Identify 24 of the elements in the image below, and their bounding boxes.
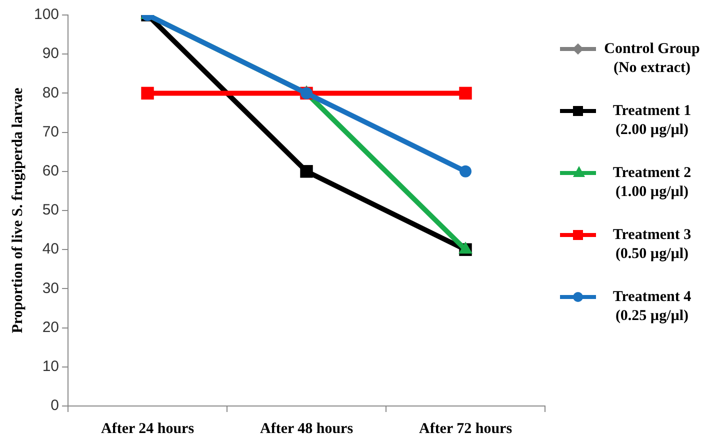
y-tick-label: 50 <box>42 202 60 219</box>
y-tick-label: 0 <box>50 397 60 414</box>
x-tick-label: After 72 hours <box>418 420 512 437</box>
y-tick-label: 90 <box>42 45 60 62</box>
y-tick-label: 30 <box>42 280 60 297</box>
y-tick-label: 40 <box>42 240 60 258</box>
point <box>459 86 472 100</box>
y-tick-label: 60 <box>42 162 60 180</box>
point <box>141 86 154 100</box>
y-tick-label: 10 <box>42 358 60 376</box>
x-tick-label: After 24 hours <box>101 420 194 437</box>
y-axis-title: Proportion of live S. frugiperda larvae <box>10 87 26 334</box>
legend-label: Treatment 1 (2.00 µg/µl) <box>612 102 692 140</box>
y-tick-label: 100 <box>34 6 60 24</box>
y-tick-label: 20 <box>42 318 60 336</box>
y-tick-label: 70 <box>42 123 60 140</box>
legend-label: Treatment 3 (0.50 µg/µl) <box>612 226 692 264</box>
point <box>300 165 313 178</box>
x-tick-label: After 48 hours <box>260 420 354 437</box>
y-tick-label: 80 <box>42 84 60 102</box>
legend-label: Treatment 2 (1.00 µg/µl) <box>612 164 692 202</box>
legend-label: Control Group (No extract) <box>603 40 701 78</box>
point <box>460 165 472 178</box>
legend-label: Treatment 4 (0.25 µg/µl) <box>612 288 692 326</box>
